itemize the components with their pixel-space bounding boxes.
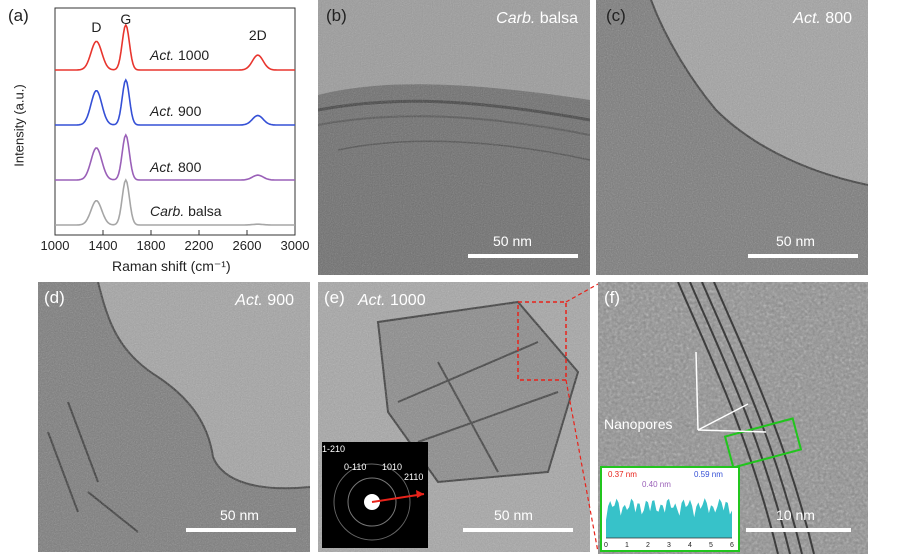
profile-region-box — [723, 417, 803, 469]
panel-c-scale-bar — [748, 254, 858, 258]
series-label: Act. 800 — [149, 159, 202, 175]
panel-e-scale-text: 50 nm — [494, 507, 533, 523]
panel-c-scale-text: 50 nm — [776, 233, 815, 249]
profile-area-fill — [606, 498, 732, 538]
profile-x-tick-label: 6 — [730, 542, 734, 549]
profile-x-tick-label: 2 — [646, 542, 650, 549]
panel-e-title: Act. 1000 — [358, 292, 426, 310]
panel-e-scale-bar — [463, 528, 573, 532]
profile-x-tick-label: 5 — [709, 542, 713, 549]
tem-texture-d — [38, 282, 310, 552]
saed-pattern — [333, 463, 425, 541]
tem-texture-e — [318, 282, 590, 552]
spectrum-line — [55, 23, 295, 71]
panel-b-scale-text: 50 nm — [493, 233, 532, 249]
panel-d-title-prefix: Act. — [235, 292, 263, 309]
panel-b-title: Carb. balsa — [496, 10, 578, 28]
x-tick-label: 1400 — [89, 238, 118, 253]
spectrum-line — [55, 133, 295, 181]
panel-d-label: (d) — [44, 288, 65, 307]
panel-f-scale-bar — [746, 528, 851, 532]
panel-d-title: Act. 900 — [235, 292, 294, 310]
panel-f-hrtem-image: (f) Nanopores 0 1 2 3 4 5 6 0.37 nm 0.40 nm 0.… — [598, 282, 868, 554]
panel-b-title-suffix: balsa — [535, 10, 578, 27]
tem-texture-c — [596, 0, 868, 275]
profile-x-tick-label: 0 — [604, 542, 608, 549]
saed-index-1: 1-210 — [322, 444, 346, 454]
profile-x-tick-label: 3 — [667, 542, 671, 549]
series-label: Act. 900 — [149, 103, 202, 119]
saed-index-3: 1010 — [382, 462, 403, 472]
panel-b-title-prefix: Carb. — [496, 10, 536, 27]
series-label: Carb. balsa — [150, 203, 222, 219]
panel-d-scale-text: 50 nm — [220, 507, 259, 523]
panel-b-label: (b) — [326, 6, 347, 25]
peak-label: G — [120, 11, 131, 27]
panel-e-tem-image: (e) Act. 1000 1-210 0-110 1010 2110 50 n… — [318, 282, 590, 552]
panel-c-label: (c) — [606, 6, 626, 25]
panel-c-title-suffix: 800 — [820, 10, 852, 27]
x-tick-label: 2200 — [185, 238, 214, 253]
panel-b-tem-image: (b) Carb. balsa 50 nm — [318, 0, 590, 275]
x-tick-label: 1800 — [137, 238, 166, 253]
spacing-label-2: 0.40 nm — [642, 480, 671, 489]
profile-x-tick-label: 1 — [625, 542, 629, 549]
panel-a-label: (a) — [8, 6, 29, 25]
saed-inset: 1-210 0-110 1010 2110 — [322, 442, 428, 548]
peak-label: 2D — [249, 27, 267, 43]
panel-c-title: Act. 800 — [793, 10, 852, 28]
saed-index-4: 2110 — [404, 472, 424, 482]
peak-label: D — [91, 19, 101, 35]
panel-c-tem-image: (c) Act. 800 50 nm — [596, 0, 868, 275]
line-profile-inset: 0 1 2 3 4 5 6 0.37 nm 0.40 nm 0.59 nm — [600, 466, 740, 552]
panel-f-scale-text: 10 nm — [776, 507, 815, 523]
panel-f-label: (f) — [604, 288, 621, 307]
panel-e-label: (e) — [324, 288, 345, 307]
panel-b-scale-bar — [468, 254, 578, 258]
spacing-label-1: 0.37 nm — [608, 470, 637, 479]
panel-d-tem-image: (d) Act. 900 50 nm — [38, 282, 310, 552]
x-tick-label: 2600 — [233, 238, 262, 253]
nanopores-annotation: Nanopores — [604, 416, 673, 432]
panel-d-title-suffix: 900 — [262, 292, 294, 309]
spacing-label-3: 0.59 nm — [694, 470, 723, 479]
spectrum-line — [55, 178, 295, 226]
panel-c-title-prefix: Act. — [793, 10, 821, 27]
x-axis-label: Raman shift (cm⁻¹) — [112, 258, 231, 274]
zoom-region-box — [517, 301, 567, 381]
panel-d-scale-bar — [186, 528, 296, 532]
spectrum-line — [55, 78, 295, 126]
x-tick-label: 3000 — [281, 238, 310, 253]
plot-frame — [54, 7, 296, 236]
x-tick-label: 1000 — [41, 238, 70, 253]
panel-e-title-prefix: Act. — [358, 292, 386, 309]
line-profile-plot: 0 1 2 3 4 5 6 — [604, 498, 734, 549]
tem-texture-b — [318, 0, 590, 275]
y-axis-label: Intensity (a.u.) — [11, 84, 27, 167]
panel-a-raman-chart: 1000 1400 1800 2200 2600 3000 Act. 1000 Act. 9… — [0, 0, 312, 280]
series-label: Act. 1000 — [149, 47, 209, 63]
raman-plot: 1000 1400 1800 2200 2600 3000 Act. 1000 Act. 9… — [41, 7, 310, 253]
profile-x-tick-label: 4 — [688, 542, 692, 549]
panel-e-title-suffix: 1000 — [385, 292, 426, 309]
saed-index-2: 0-110 — [344, 462, 367, 472]
